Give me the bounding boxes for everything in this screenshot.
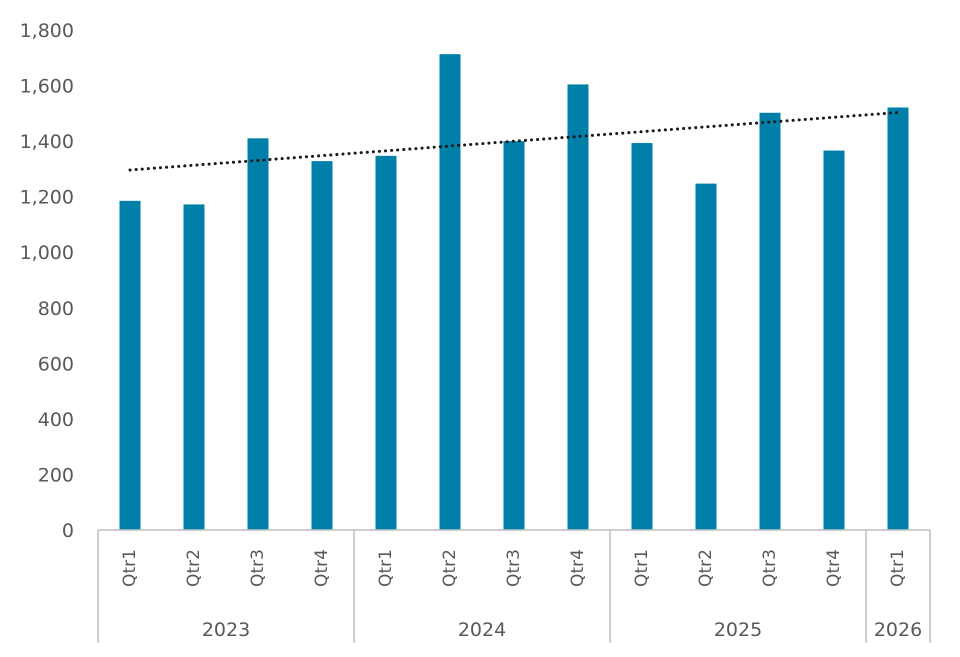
x-tick-label: Qtr3 <box>760 549 780 587</box>
x-tick-label: Qtr3 <box>504 549 524 587</box>
x-tick-label: Qtr3 <box>248 549 268 587</box>
year-label: 2023 <box>202 619 250 641</box>
bar <box>183 204 205 530</box>
bar <box>887 107 909 530</box>
trendline-path <box>128 111 900 172</box>
y-tick-label: 0 <box>62 520 74 542</box>
x-tick-label: Qtr1 <box>888 549 908 587</box>
bar <box>567 84 589 530</box>
year-label: 2024 <box>458 619 506 641</box>
bar <box>823 150 845 530</box>
y-tick-label: 1,400 <box>20 131 74 153</box>
x-tick-label: Qtr2 <box>184 549 204 587</box>
y-tick-label: 1,600 <box>20 76 74 98</box>
bar <box>695 183 717 531</box>
bar <box>503 141 525 531</box>
y-axis: 0 200 400 600 800 1,000 1,200 1,400 1,600 1,800 <box>20 20 74 542</box>
year-label: 2026 <box>874 619 922 641</box>
x-tick-label: Qtr2 <box>440 549 460 587</box>
trendline <box>128 111 900 172</box>
x-tick-label: Qtr4 <box>312 549 332 587</box>
x-tick-label: Qtr1 <box>632 549 652 587</box>
bar <box>759 112 781 530</box>
bar <box>375 155 397 530</box>
y-tick-label: 1,200 <box>20 187 74 209</box>
bar <box>247 138 269 530</box>
y-tick-label: 800 <box>38 298 74 320</box>
x-tick-label: Qtr1 <box>120 549 140 587</box>
year-label: 2025 <box>714 619 762 641</box>
y-tick-label: 1,800 <box>20 20 74 42</box>
bar <box>439 54 461 531</box>
y-tick-label: 1,000 <box>20 242 74 264</box>
x-tick-label: Qtr2 <box>696 549 716 587</box>
x-tick-label: Qtr4 <box>568 549 588 587</box>
bar <box>631 143 653 530</box>
y-tick-label: 200 <box>38 464 74 486</box>
y-tick-label: 400 <box>38 409 74 431</box>
bar <box>119 200 141 530</box>
bar <box>311 161 333 531</box>
x-axis: Qtr1 Qtr2 Qtr3 Qtr4 2023 Qtr1 Qtr2 Qtr3 Qtr4 2024… <box>97 529 931 643</box>
x-tick-label: Qtr4 <box>824 549 844 587</box>
x-tick-label: Qtr1 <box>376 549 396 587</box>
y-tick-label: 600 <box>38 353 74 375</box>
bar-series <box>119 54 909 531</box>
